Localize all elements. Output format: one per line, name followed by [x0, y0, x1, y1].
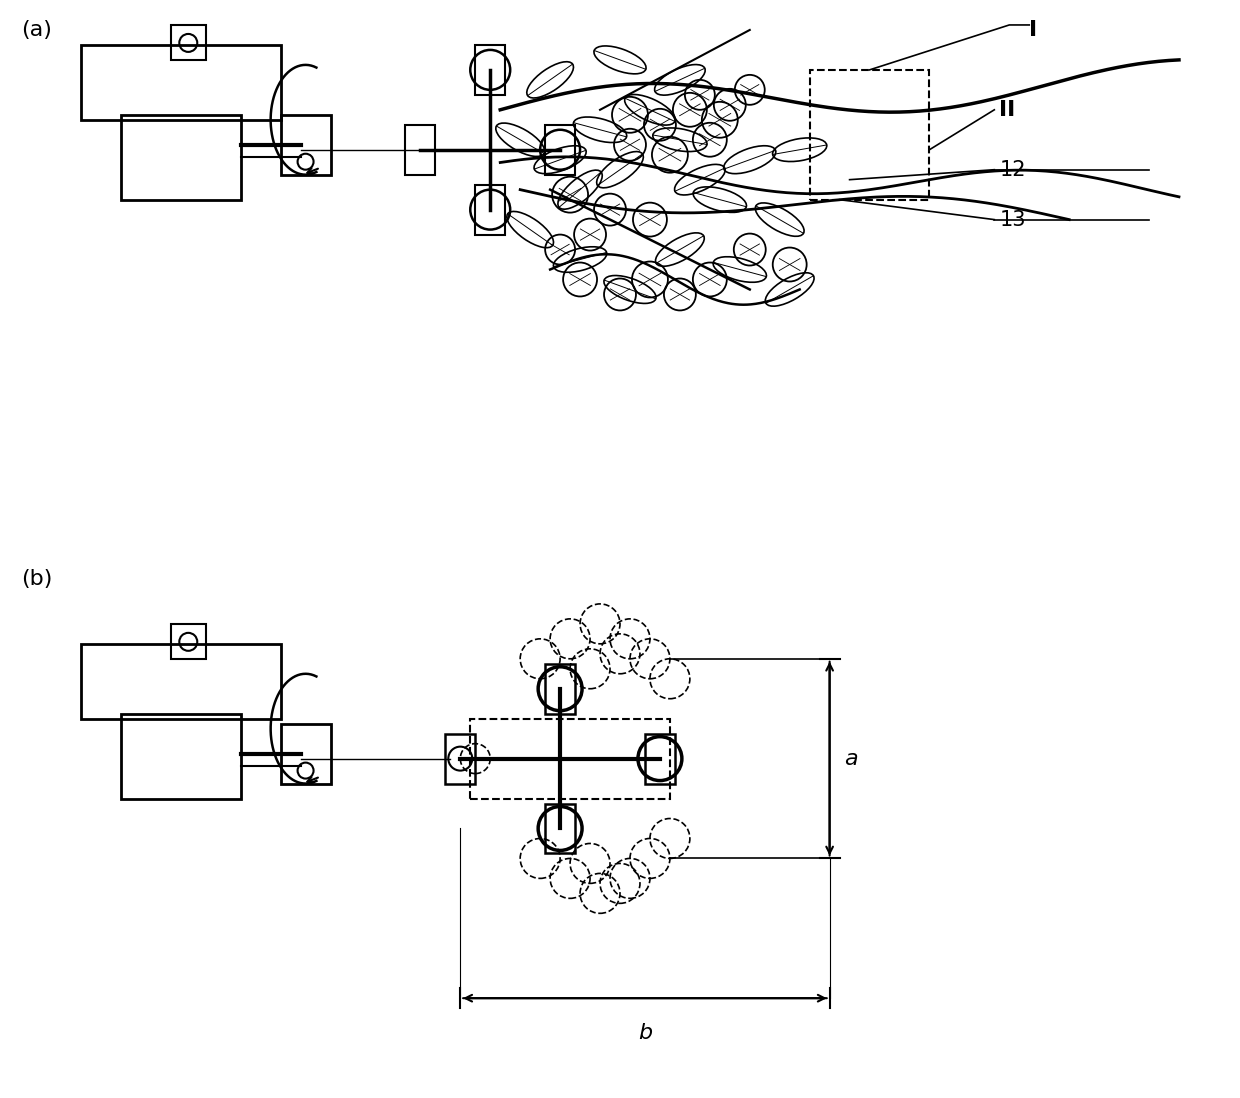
- Bar: [810, 70, 930, 200]
- Bar: [470, 719, 670, 798]
- Bar: [645, 733, 675, 784]
- Bar: [81, 45, 280, 120]
- Bar: [546, 664, 575, 714]
- Bar: [171, 25, 206, 60]
- Text: a: a: [844, 749, 858, 769]
- Text: I: I: [1029, 20, 1038, 40]
- Bar: [280, 724, 331, 784]
- Bar: [546, 125, 575, 175]
- Bar: [475, 45, 505, 94]
- Bar: [122, 714, 241, 798]
- Text: (b): (b): [21, 569, 52, 589]
- Bar: [280, 115, 331, 175]
- Text: II: II: [999, 100, 1016, 120]
- Text: b: b: [637, 1023, 652, 1043]
- Bar: [475, 184, 505, 235]
- Bar: [122, 115, 241, 200]
- Bar: [405, 125, 435, 175]
- Bar: [546, 804, 575, 853]
- Bar: [81, 643, 280, 719]
- Text: 12: 12: [999, 159, 1025, 180]
- Text: (a): (a): [21, 20, 52, 40]
- Text: 13: 13: [999, 210, 1025, 229]
- Bar: [445, 733, 475, 784]
- Bar: [171, 624, 206, 659]
